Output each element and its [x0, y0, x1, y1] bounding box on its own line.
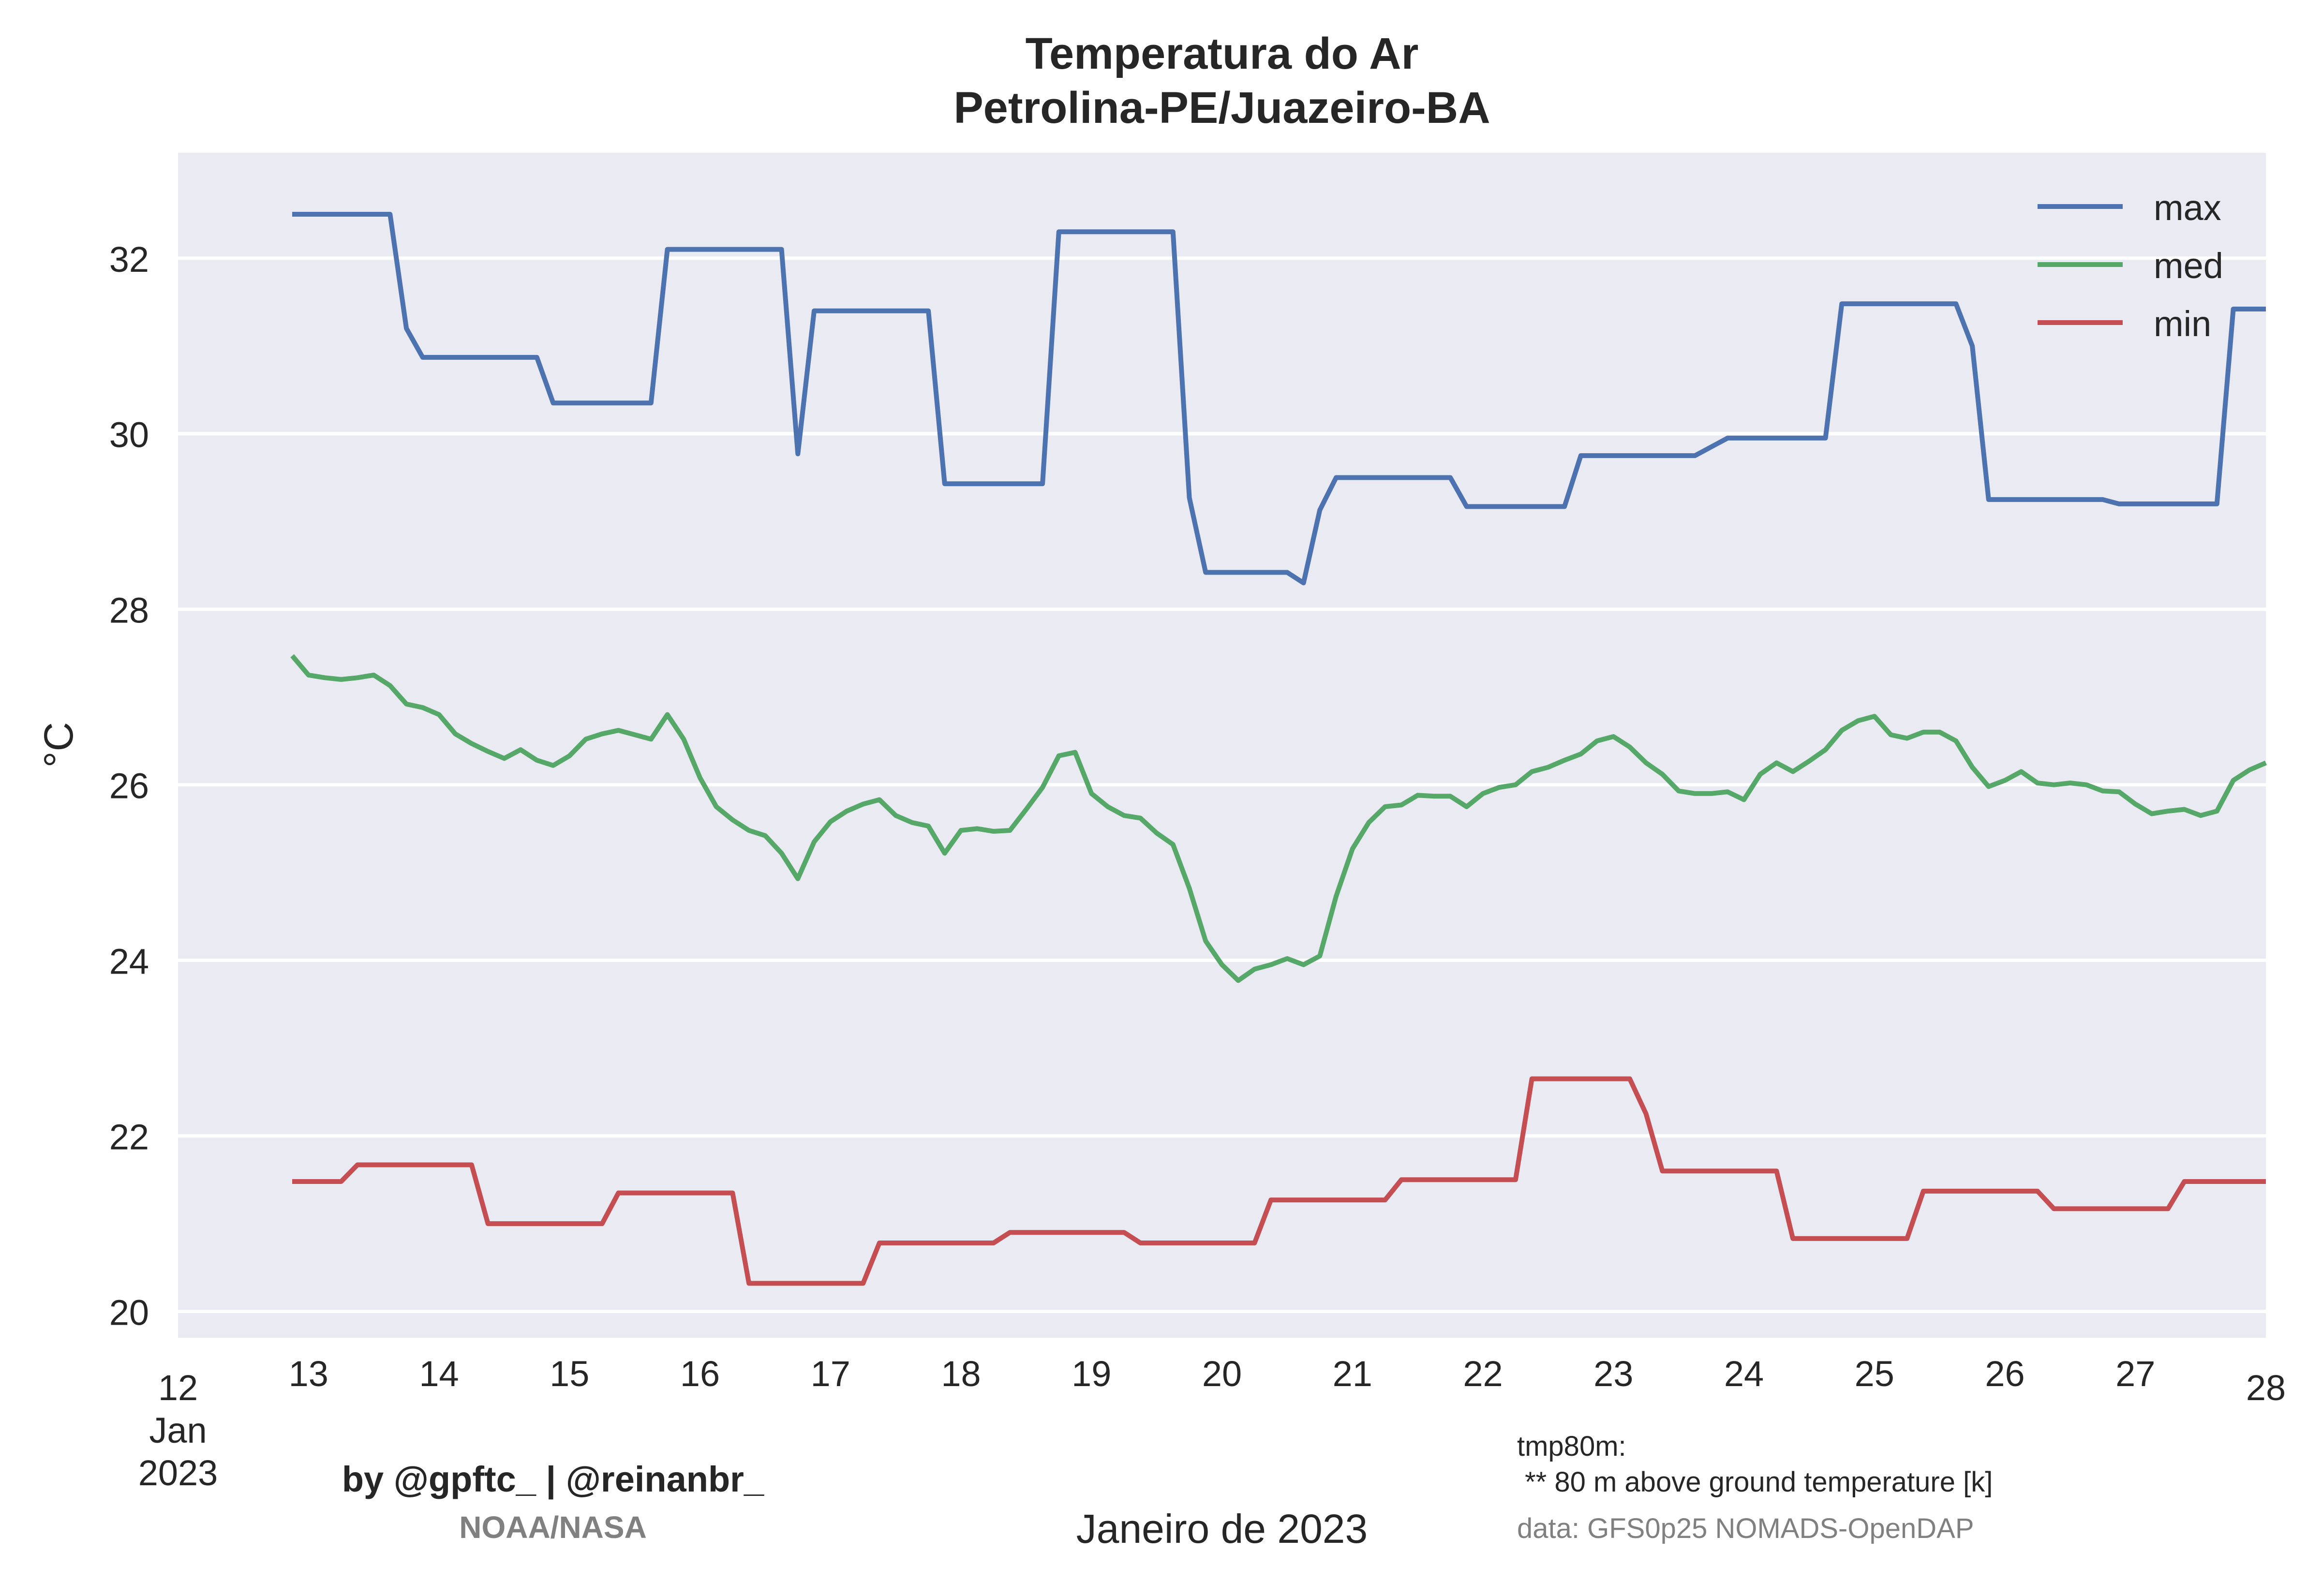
x-tick-label-line: 22 — [1463, 1354, 1503, 1394]
source-text: NOAA/NASA — [459, 1510, 647, 1545]
x-tick-label: 13 — [289, 1354, 328, 1394]
x-tick-label: 24 — [1724, 1354, 1764, 1394]
series-line-max — [292, 212, 2266, 586]
x-tick-label-line: 23 — [1593, 1354, 1633, 1394]
y-tick-label: 20 — [109, 1293, 149, 1333]
x-tick-label-line: 14 — [419, 1354, 459, 1394]
y-tick-label: 26 — [109, 766, 149, 806]
x-tick-label: 26 — [1985, 1354, 2024, 1394]
y-tick-label: 22 — [109, 1117, 149, 1157]
x-tick-label: 18 — [941, 1354, 981, 1394]
x-tick-label-line: 18 — [941, 1354, 981, 1394]
series-lines — [290, 212, 2267, 1286]
y-tick-label: 32 — [109, 239, 149, 280]
chart-title-line1: Temperatura do Ar — [1026, 29, 1419, 78]
x-tick-label: 15 — [550, 1354, 589, 1394]
x-tick-label-line: 26 — [1985, 1354, 2024, 1394]
legend-label-min: min — [2154, 304, 2211, 344]
y-tick-label: 24 — [109, 942, 149, 982]
x-tick-label: 22 — [1463, 1354, 1503, 1394]
x-tick-label-line: 13 — [289, 1354, 328, 1394]
x-tick-labels: 12 Jan 2023 13 14 15 16 17 18 19 20 21 22 23 24 25 26 27 2… — [138, 1354, 2286, 1493]
x-tick-label-line: Jan — [149, 1410, 207, 1450]
legend-label-med: med — [2154, 246, 2223, 286]
legend-label-max: max — [2154, 188, 2221, 228]
variable-description: ** 80 m above ground temperature [k] — [1517, 1466, 1993, 1498]
x-tick-label: 16 — [680, 1354, 720, 1394]
x-tick-label-line: 15 — [550, 1354, 589, 1394]
x-tick-label-line: 28 — [2246, 1368, 2286, 1408]
x-tick-label: 23 — [1593, 1354, 1633, 1394]
legend: max med min — [2038, 188, 2223, 344]
x-tick-label: 21 — [1333, 1354, 1372, 1394]
x-tick-label: 20 — [1202, 1354, 1242, 1394]
chart-title-line2: Petrolina-PE/Juazeiro-BA — [953, 83, 1490, 133]
x-tick-label-line: 24 — [1724, 1354, 1764, 1394]
x-tick-label: 14 — [419, 1354, 459, 1394]
grid-lines — [178, 256, 2266, 1314]
credit-text: by @gpftc_ | @reinanbr_ — [342, 1459, 764, 1500]
variable-name: tmp80m: — [1517, 1431, 1626, 1462]
x-tick-label: 17 — [811, 1354, 850, 1394]
y-tick-label: 28 — [109, 591, 149, 631]
x-tick-label-line: 25 — [1855, 1354, 1894, 1394]
x-tick-label-line: 27 — [2115, 1354, 2155, 1394]
data-source-text: data: GFS0p25 NOMADS-OpenDAP — [1517, 1513, 1974, 1544]
x-tick-label: 19 — [1072, 1354, 1111, 1394]
y-tick-labels: 20 22 24 26 28 30 32 — [109, 239, 149, 1333]
x-tick-label: 27 — [2115, 1354, 2155, 1394]
x-tick-label-line: 16 — [680, 1354, 720, 1394]
x-tick-label: 25 — [1855, 1354, 1894, 1394]
x-tick-label: 28 — [2246, 1368, 2286, 1408]
x-tick-label-line: 20 — [1202, 1354, 1242, 1394]
x-axis-label: Janeiro de 2023 — [1076, 1506, 1368, 1552]
x-tick-label: 12 Jan 2023 — [138, 1368, 218, 1493]
x-tick-label-line: 17 — [811, 1354, 850, 1394]
x-tick-label-line: 2023 — [138, 1453, 218, 1493]
series-line-min — [292, 1076, 2266, 1286]
x-tick-label-line: 21 — [1333, 1354, 1372, 1394]
y-tick-label: 30 — [109, 415, 149, 455]
x-tick-label-line: 12 — [158, 1368, 198, 1408]
series-line-med — [290, 654, 2267, 983]
y-axis-label: °C — [36, 722, 81, 768]
plot-area — [178, 153, 2266, 1338]
x-tick-label-line: 19 — [1072, 1354, 1111, 1394]
